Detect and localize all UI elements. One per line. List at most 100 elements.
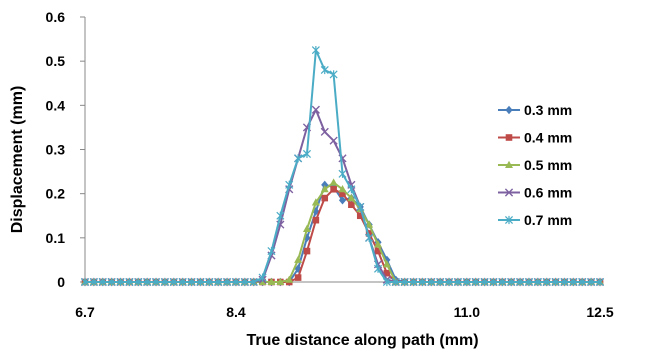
data-point <box>311 198 320 206</box>
data-point <box>329 178 338 186</box>
data-point <box>329 136 338 145</box>
y-tick-label: 0.5 <box>46 53 66 69</box>
y-tick-label: 0.4 <box>46 97 66 113</box>
legend-label: 0.6 mm <box>524 185 572 201</box>
data-point <box>480 277 489 287</box>
data-point <box>160 277 169 287</box>
data-point-stroke <box>311 105 320 114</box>
data-point <box>294 154 303 163</box>
data-point <box>231 277 240 287</box>
data-point <box>516 277 525 287</box>
data-point <box>320 65 329 75</box>
legend-marker <box>504 215 514 225</box>
data-point <box>134 277 143 287</box>
data-point <box>347 185 356 194</box>
data-point <box>178 277 187 287</box>
y-tick-label: 0.3 <box>46 142 66 158</box>
y-tick-label: 0 <box>57 274 65 290</box>
data-point <box>542 277 551 287</box>
data-point <box>365 233 374 242</box>
legend-item: 0.7 mm <box>498 212 572 228</box>
legend-label: 0.4 mm <box>524 130 572 146</box>
legend-item: 0.5 mm <box>498 157 572 173</box>
data-point <box>383 269 391 277</box>
data-point <box>125 277 134 287</box>
data-point <box>373 264 383 273</box>
data-point <box>267 277 276 285</box>
data-point <box>302 149 312 159</box>
x-tick-label: 8.4 <box>226 304 246 320</box>
data-point <box>391 277 400 287</box>
data-point <box>311 46 320 55</box>
data-point <box>187 277 196 287</box>
data-point <box>507 277 516 287</box>
data-point <box>445 277 454 287</box>
data-point <box>267 246 276 256</box>
legend-marker-stroke <box>504 188 514 197</box>
series-layer <box>80 46 605 287</box>
data-point <box>116 277 125 287</box>
data-point <box>409 277 418 287</box>
data-point <box>303 247 311 255</box>
data-point <box>98 277 107 287</box>
data-point <box>338 169 347 178</box>
data-point <box>258 273 267 282</box>
y-axis-ticks: 0 0.1 0.2 0.3 0.4 0.5 0.6 <box>46 9 85 290</box>
data-point <box>356 202 365 212</box>
legend-label: 0.7 mm <box>524 212 572 228</box>
legend-item: 0.3 mm <box>498 102 572 118</box>
data-point <box>560 277 569 287</box>
data-point <box>321 194 329 202</box>
legend-label: 0.5 mm <box>524 157 572 173</box>
data-point <box>276 211 285 220</box>
data-point <box>427 277 436 287</box>
x-axis-title: True distance along path (mm) <box>246 332 478 349</box>
data-point <box>365 230 373 237</box>
data-point <box>312 216 320 224</box>
x-tick-label: 6.7 <box>75 304 95 320</box>
data-point <box>169 277 178 287</box>
data-point <box>214 277 223 287</box>
data-point <box>356 212 364 220</box>
data-point-stroke <box>338 154 347 163</box>
legend-marker <box>505 134 513 141</box>
x-axis-ticks: 6.7 8.4 11.0 12.5 <box>75 304 614 320</box>
data-point <box>329 70 338 79</box>
series-0-7-mm <box>80 46 605 287</box>
data-point-stroke <box>329 136 338 145</box>
data-point <box>338 196 347 205</box>
data-point <box>205 277 214 287</box>
data-point <box>320 185 329 193</box>
x-tick-label: 11.0 <box>454 304 481 320</box>
y-axis-title: Displacement (mm) <box>9 86 26 234</box>
data-point <box>294 274 302 281</box>
data-point <box>382 260 391 268</box>
data-point <box>471 277 480 287</box>
data-point <box>285 180 294 189</box>
data-point <box>196 277 205 287</box>
data-point <box>489 277 498 287</box>
data-point <box>348 201 355 209</box>
x-tick-label: 12.5 <box>586 304 613 320</box>
y-tick-label: 0.1 <box>46 230 66 246</box>
data-point <box>294 255 303 263</box>
data-point <box>152 277 161 287</box>
data-point <box>285 275 294 283</box>
data-point <box>338 185 347 193</box>
data-point <box>595 277 605 287</box>
legend-item: 0.6 mm <box>498 185 572 201</box>
data-point <box>462 277 471 287</box>
data-point <box>330 185 337 193</box>
y-tick-label: 0.2 <box>46 186 66 202</box>
data-point <box>453 277 462 287</box>
data-point <box>320 127 329 136</box>
data-point <box>418 277 427 287</box>
y-tick-label: 0.6 <box>46 9 66 25</box>
data-point <box>374 247 382 255</box>
legend-label: 0.3 mm <box>524 102 572 118</box>
data-point <box>498 277 507 287</box>
data-point <box>303 233 311 243</box>
series-line <box>85 49 600 283</box>
data-point <box>436 277 445 287</box>
